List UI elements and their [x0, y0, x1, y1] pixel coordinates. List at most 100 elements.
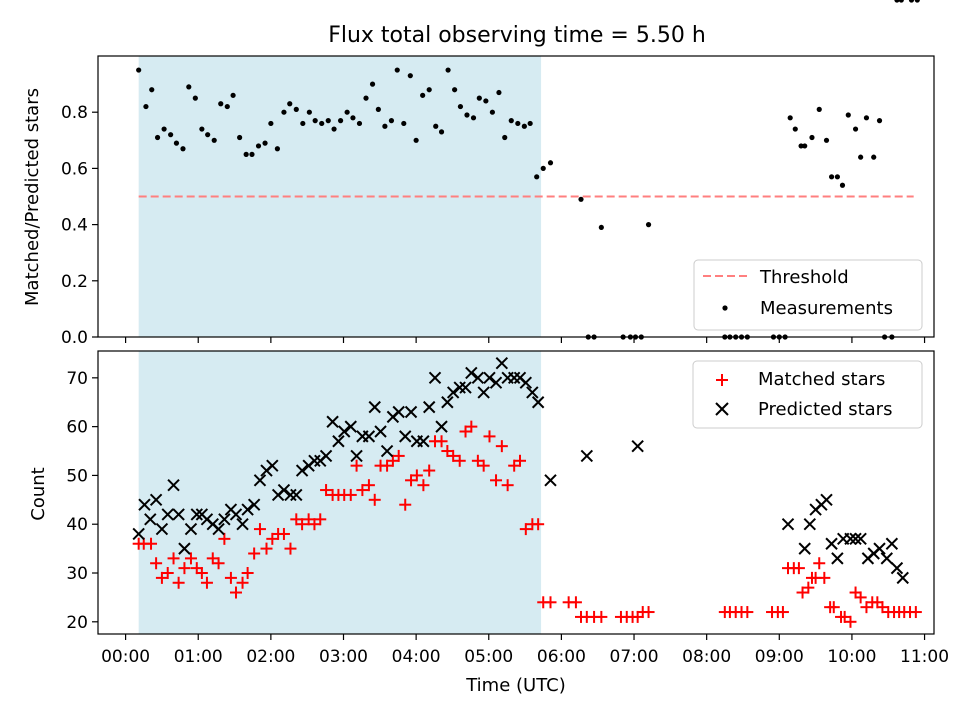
- legend-predicted-swatch: [715, 402, 729, 416]
- measurement-point: [898, 0, 904, 3]
- measurement-point: [792, 126, 798, 132]
- measurement-point: [452, 87, 458, 93]
- predicted-star-point: [854, 532, 867, 546]
- predicted-star-point: [489, 376, 503, 389]
- predicted-star-point: [781, 518, 795, 531]
- measurement-point: [180, 146, 186, 152]
- measurement-point: [527, 120, 533, 127]
- predicted-star-point: [825, 537, 838, 550]
- predicted-star-point: [580, 449, 594, 463]
- predicted-star-point: [531, 396, 545, 409]
- predicted-star-point: [477, 386, 490, 399]
- matched-star-point: [827, 601, 840, 614]
- predicted-star-point: [507, 371, 521, 385]
- predicted-star-point: [218, 513, 231, 526]
- measurement-point: [489, 109, 495, 115]
- bottom-shaded-interval: [138, 351, 542, 634]
- measurement-point: [350, 115, 356, 121]
- legend-matched-label: Matched stars: [758, 369, 885, 390]
- predicted-star-point: [849, 532, 862, 546]
- matched-star-point: [410, 469, 423, 482]
- top-y-ticks: 0.0 0.2 0.4 0.6 0.8: [61, 103, 98, 348]
- x-tick-label: 03:00: [319, 647, 368, 667]
- bottom-marks: [132, 356, 922, 628]
- predicted-star-point: [519, 376, 533, 389]
- measurement-point: [413, 137, 419, 143]
- predicted-star-point: [422, 400, 436, 414]
- predicted-star-point: [896, 571, 909, 585]
- predicted-star-point: [495, 356, 509, 370]
- matched-star-point: [184, 552, 197, 565]
- measurement-point: [154, 134, 161, 141]
- matched-star-point: [212, 557, 225, 570]
- matched-star-point: [161, 567, 174, 580]
- x-tick-label: 02:00: [246, 647, 295, 667]
- measurement-point: [802, 143, 808, 149]
- measurement-point: [426, 87, 432, 93]
- predicted-star-point: [212, 522, 225, 536]
- measurement-point: [470, 115, 477, 121]
- matched-star-point: [200, 576, 213, 589]
- matched-star-point: [417, 479, 430, 492]
- predicted-star-point: [873, 542, 886, 555]
- matched-star-point: [224, 571, 237, 584]
- x-tick-label: 01:00: [174, 647, 223, 667]
- predicted-star-point: [399, 430, 412, 443]
- measurement-point: [502, 134, 508, 141]
- matched-star-point: [253, 523, 266, 536]
- measurement-point: [914, 0, 920, 3]
- predicted-star-point: [374, 425, 387, 438]
- matched-star-point: [399, 498, 412, 511]
- measurement-point: [598, 224, 604, 231]
- measurement-point: [255, 143, 262, 149]
- legend-threshold-label: Threshold: [759, 267, 849, 288]
- predicted-star-point: [631, 439, 644, 453]
- matched-star-point: [490, 474, 503, 487]
- measurement-point: [438, 129, 445, 135]
- measurement-point: [894, 0, 900, 3]
- predicted-star-point: [880, 552, 893, 565]
- matched-star-point: [519, 523, 532, 536]
- matched-star-point: [792, 562, 805, 575]
- measurement-point: [281, 109, 287, 115]
- predicted-star-point: [417, 435, 430, 448]
- top-y-tick-label: 0.0: [61, 328, 88, 348]
- predicted-star-point: [290, 488, 303, 502]
- matched-star-point: [241, 567, 254, 580]
- predicted-star-point: [332, 435, 345, 448]
- predicted-star-point: [132, 527, 145, 541]
- predicted-star-point: [441, 396, 454, 409]
- predicted-star-point: [844, 532, 857, 546]
- bottom-legend: Matched stars Predicted stars: [692, 360, 923, 429]
- matched-star-point: [477, 459, 490, 472]
- measurement-point: [356, 120, 363, 127]
- x-tick-label: 11:00: [900, 647, 949, 667]
- x-axis-ticks: 00:00 01:00 02:00 03:00 04:00 05:00 06:00 07:00…: [101, 634, 949, 667]
- measurement-point: [243, 151, 249, 157]
- bottom-y-tick-label: 30: [66, 564, 88, 584]
- matched-star-point: [150, 557, 163, 570]
- matched-star-point: [595, 610, 608, 623]
- predicted-star-point: [144, 513, 157, 526]
- measurement-point: [852, 126, 859, 132]
- measurement-point: [186, 84, 192, 90]
- matched-star-point: [356, 484, 369, 497]
- matched-star-point: [392, 449, 405, 462]
- bottom-panel: 20 30 40 50 60 70 00:00 01:00 02:00 03:00 04:00 05…: [28, 350, 949, 696]
- bottom-legend-box: [692, 360, 923, 429]
- predicted-star-point: [544, 474, 557, 487]
- predicted-star-point: [453, 381, 466, 394]
- measurement-point: [168, 132, 174, 138]
- measurement-point: [192, 95, 198, 101]
- predicted-star-point: [138, 498, 151, 511]
- top-y-tick-label: 0.6: [61, 159, 88, 179]
- predicted-star-point: [526, 386, 539, 399]
- matched-star-point: [172, 576, 185, 589]
- predicted-star-point: [277, 483, 291, 497]
- predicted-star-point: [184, 522, 198, 536]
- measurement-point: [871, 154, 877, 160]
- predicted-star-point: [471, 371, 485, 385]
- predicted-star-point: [820, 493, 833, 507]
- predicted-star-point: [465, 366, 478, 380]
- matched-star-point: [350, 459, 363, 472]
